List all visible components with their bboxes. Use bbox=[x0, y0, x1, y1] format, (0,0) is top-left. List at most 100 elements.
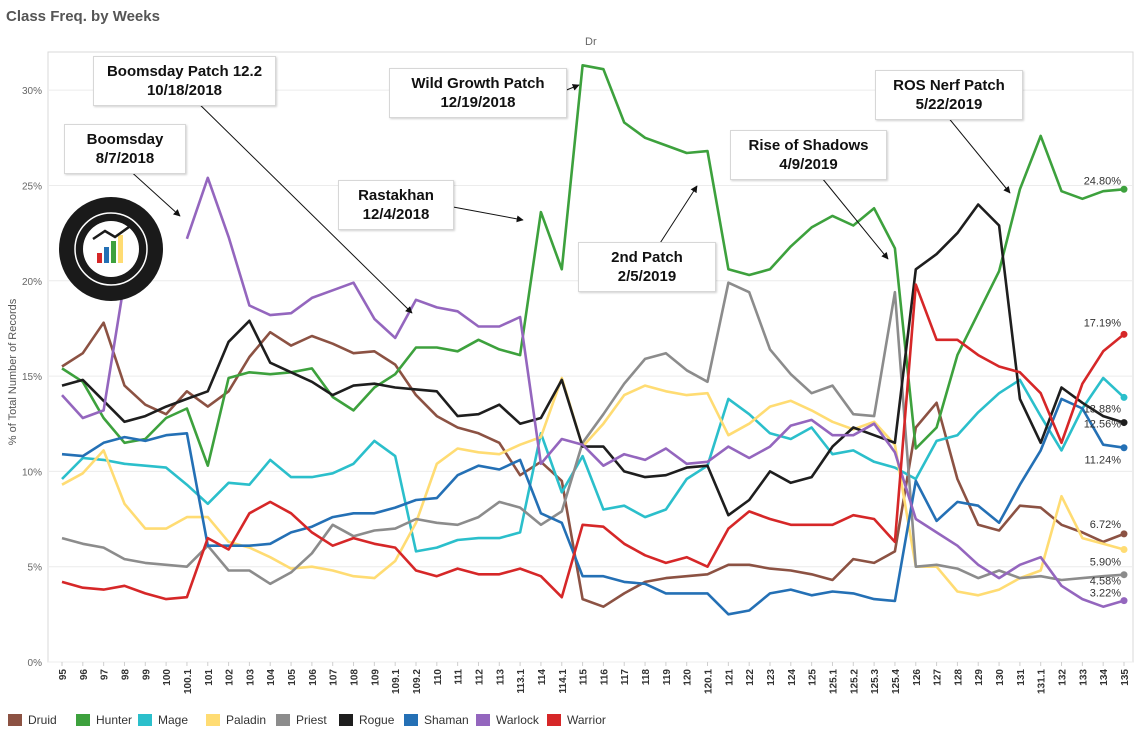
x-tick-label: 125.3 bbox=[870, 669, 881, 694]
x-tick-label: 108 bbox=[350, 669, 361, 686]
annotation-arrow bbox=[946, 115, 1011, 194]
legend-item-hunter[interactable]: Hunter bbox=[76, 713, 132, 727]
grid-lines bbox=[47, 51, 1134, 663]
legend-item-mage[interactable]: Mage bbox=[138, 713, 188, 727]
series-line-priest[interactable] bbox=[61, 281, 1125, 586]
x-tick-label: 103 bbox=[245, 669, 256, 686]
x-tick-label: 126 bbox=[912, 669, 923, 686]
chart-title: Class Freq. by Weeks bbox=[6, 8, 160, 25]
annotation-boomsday: Boomsday 8/7/2018 bbox=[64, 124, 186, 174]
end-label-hunter: 24.80% bbox=[1084, 175, 1122, 187]
end-labels: 6.72% 24.80% 13.88% 5.90% 4.58% 12.56% 11.24% 3… bbox=[1084, 175, 1128, 605]
series-line-shaman[interactable] bbox=[61, 397, 1125, 616]
x-tick-label: 96 bbox=[79, 669, 90, 681]
end-label-warrior: 17.19% bbox=[1084, 317, 1122, 329]
annotation-rastakhan: Rastakhan 12/4/2018 bbox=[338, 180, 454, 230]
x-tick-label: 116 bbox=[599, 669, 610, 686]
x-tick-label: 109.1 bbox=[391, 669, 402, 694]
legend-item-priest[interactable]: Priest bbox=[276, 713, 327, 727]
x-tick-label: 121 bbox=[724, 669, 735, 686]
annotation-arrow bbox=[126, 167, 181, 217]
x-tick-label: 125.1 bbox=[828, 669, 839, 694]
x-tick-label: 131 bbox=[1016, 669, 1027, 686]
legend-item-rogue[interactable]: Rogue bbox=[339, 713, 394, 727]
line-chart: 0% 5% 10% 15% 20% 25% 30% 95 96 97 98 99 100 100.1 10… bbox=[7, 51, 1134, 694]
end-point-priest bbox=[1120, 571, 1128, 579]
end-label-druid: 6.72% bbox=[1090, 519, 1121, 531]
legend-item-druid[interactable]: Druid bbox=[8, 713, 57, 727]
x-tick-label: 106 bbox=[308, 669, 319, 686]
x-tick-label: 109.2 bbox=[412, 669, 423, 694]
x-tick-label: 95 bbox=[58, 669, 69, 681]
end-point-druid bbox=[1120, 530, 1128, 538]
annotation-wild-growth: Wild Growth Patch 12/19/2018 bbox=[389, 68, 567, 118]
x-tick-label: 107 bbox=[329, 669, 340, 686]
end-label-mage: 13.88% bbox=[1084, 403, 1122, 415]
x-tick-label: 112 bbox=[474, 669, 485, 686]
annotation-rise-of-shadows: Rise of Shadows 4/9/2019 bbox=[730, 130, 887, 180]
x-tick-label: 122 bbox=[745, 669, 756, 686]
x-tick-label: 120 bbox=[683, 669, 694, 686]
x-tick-label: 131.1 bbox=[1037, 669, 1048, 694]
plot-area bbox=[47, 51, 1134, 663]
x-tick-label: 100.1 bbox=[183, 669, 194, 694]
end-label-priest: 4.58% bbox=[1090, 576, 1121, 588]
series-line-warrior[interactable] bbox=[61, 283, 1125, 601]
x-tick-label: 111 bbox=[454, 669, 465, 685]
x-axis: 95 96 97 98 99 100 100.1 101 102 103 104 105 106 107 1… bbox=[58, 662, 1131, 694]
y-tick-label: 15% bbox=[22, 372, 42, 383]
legend-item-warrior[interactable]: Warrior bbox=[547, 713, 606, 727]
data-reaper-report-logo bbox=[57, 195, 165, 303]
series-line-druid[interactable] bbox=[61, 321, 1125, 608]
end-point-warrior bbox=[1120, 330, 1128, 338]
y-tick-label: 30% bbox=[22, 86, 42, 97]
x-tick-label: 125.2 bbox=[849, 669, 860, 694]
legend-item-paladin[interactable]: Paladin bbox=[206, 713, 266, 727]
legend-item-shaman[interactable]: Shaman bbox=[404, 713, 469, 727]
x-tick-label: 109 bbox=[370, 669, 381, 686]
x-tick-label: 123 bbox=[766, 669, 777, 686]
series-line-rogue[interactable] bbox=[61, 203, 1125, 517]
x-tick-label: 114 bbox=[537, 669, 548, 686]
x-tick-label: 129 bbox=[974, 669, 985, 686]
end-label-shaman: 11.24% bbox=[1085, 455, 1122, 467]
x-tick-label: 113 bbox=[495, 669, 506, 686]
annotation-arrow bbox=[821, 177, 889, 260]
x-tick-label: 100 bbox=[162, 669, 173, 686]
x-tick-label: 130 bbox=[995, 669, 1006, 686]
end-point-paladin bbox=[1120, 546, 1128, 554]
x-tick-label: 134 bbox=[1099, 669, 1110, 686]
x-tick-label: 101 bbox=[204, 669, 215, 686]
x-tick-label: 128 bbox=[953, 669, 964, 686]
x-tick-label: 118 bbox=[641, 669, 652, 686]
x-tick-label: 110 bbox=[433, 669, 444, 686]
series-line-hunter[interactable] bbox=[61, 64, 1125, 467]
x-tick-label: 125 bbox=[808, 669, 819, 686]
x-tick-label: 117 bbox=[620, 669, 631, 686]
x-tick-label: 124 bbox=[787, 669, 798, 686]
x-tick-label: 133 bbox=[1078, 669, 1089, 686]
x-tick-label: 97 bbox=[100, 669, 111, 681]
y-tick-label: 20% bbox=[22, 277, 42, 288]
annotation-boomsday-patch: Boomsday Patch 12.2 10/18/2018 bbox=[93, 56, 276, 106]
annotation-ros-nerf: ROS Nerf Patch 5/22/2019 bbox=[875, 70, 1023, 120]
end-label-paladin: 5.90% bbox=[1090, 557, 1121, 569]
column-header: Dr bbox=[585, 36, 597, 48]
annotation-second-patch: 2nd Patch 2/5/2019 bbox=[578, 242, 716, 292]
x-tick-label: 114.1 bbox=[558, 669, 569, 694]
series-line-mage[interactable] bbox=[61, 376, 1125, 553]
series-line-warlock[interactable] bbox=[61, 176, 1125, 608]
legend-item-warlock[interactable]: Warlock bbox=[476, 713, 539, 727]
x-tick-label: 125.4 bbox=[891, 669, 902, 694]
x-tick-label: 105 bbox=[287, 669, 298, 686]
end-point-warlock bbox=[1120, 597, 1128, 605]
y-tick-label: 0% bbox=[28, 658, 43, 669]
end-label-warlock: 3.22% bbox=[1090, 588, 1121, 600]
x-tick-label: 132 bbox=[1058, 669, 1069, 686]
x-tick-label: 113.1 bbox=[516, 669, 527, 694]
end-point-shaman bbox=[1120, 444, 1128, 452]
y-axis: 0% 5% 10% 15% 20% 25% 30% bbox=[22, 86, 42, 669]
y-tick-label: 5% bbox=[28, 563, 43, 574]
x-tick-label: 98 bbox=[120, 669, 131, 681]
x-tick-label: 99 bbox=[141, 669, 152, 681]
